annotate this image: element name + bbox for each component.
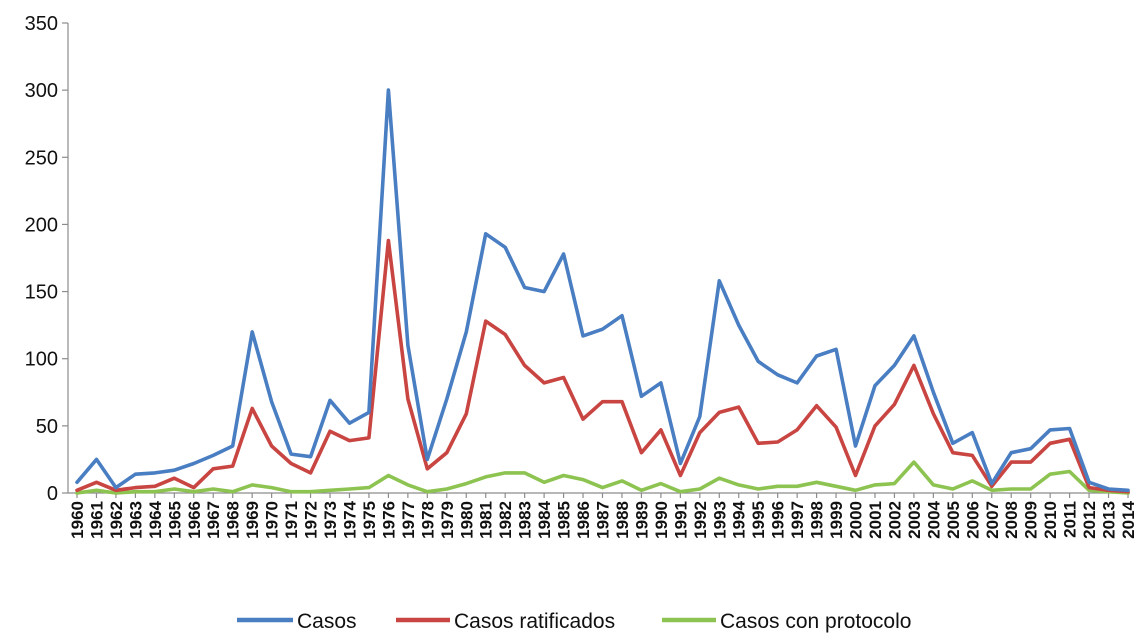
x-tick-label: 1993 bbox=[710, 501, 729, 539]
x-tick-label: 2013 bbox=[1100, 501, 1119, 539]
y-tick-label: 50 bbox=[36, 416, 58, 438]
legend-label: Casos bbox=[297, 610, 357, 633]
legend-label: Casos ratificados bbox=[454, 610, 615, 633]
x-tick-label: 1996 bbox=[769, 501, 788, 539]
x-tick-label: 1974 bbox=[340, 500, 359, 538]
x-tick-label: 2010 bbox=[1041, 501, 1060, 539]
x-tick-label: 1978 bbox=[418, 501, 437, 539]
legend-item-casos-con-protocolo: Casos con protocolo bbox=[662, 610, 911, 633]
y-tick-label: 250 bbox=[25, 147, 58, 169]
x-tick-label: 1981 bbox=[477, 501, 496, 539]
x-tick-label: 1967 bbox=[204, 501, 223, 539]
series-line-casos bbox=[75, 88, 1130, 493]
y-tick-label: 300 bbox=[25, 80, 58, 102]
x-tick-label: 1972 bbox=[302, 501, 321, 539]
x-tick-label: 1976 bbox=[379, 501, 398, 539]
y-axis: 0 50 100 150 200 250 300 350 bbox=[25, 13, 69, 505]
series-line-casos-ratificados bbox=[75, 238, 1130, 494]
x-tick-label: 1982 bbox=[496, 501, 515, 539]
x-tick-label: 1983 bbox=[516, 501, 535, 539]
legend: Casos Casos ratificados Casos con protocol… bbox=[237, 610, 911, 633]
x-tick-label: 1964 bbox=[146, 500, 165, 538]
x-tick-label: 1962 bbox=[107, 501, 126, 539]
x-tick-label: 1979 bbox=[438, 501, 457, 539]
x-tick-label: 1994 bbox=[730, 500, 749, 538]
series-line-casos-con-protocolo bbox=[75, 460, 1130, 495]
x-tick-label: 1973 bbox=[321, 501, 340, 539]
x-tick-label: 1971 bbox=[282, 501, 301, 539]
x-tick-label: 1968 bbox=[224, 501, 243, 539]
x-tick-label: 2003 bbox=[905, 501, 924, 539]
x-tick-label: 2007 bbox=[983, 501, 1002, 539]
x-tick-label: 1975 bbox=[360, 501, 379, 539]
x-tick-label: 2004 bbox=[924, 500, 943, 538]
x-tick-label: 1986 bbox=[574, 501, 593, 539]
y-tick-label: 350 bbox=[25, 13, 58, 35]
x-tick-label: 2000 bbox=[847, 501, 866, 539]
x-tick-label: 2012 bbox=[1080, 501, 1099, 539]
y-tick-label: 100 bbox=[25, 349, 58, 371]
x-tick-label: 1998 bbox=[808, 501, 827, 539]
x-tick-label: 1969 bbox=[243, 501, 262, 539]
x-tick-label: 2001 bbox=[866, 501, 885, 539]
x-tick-label: 1995 bbox=[749, 501, 768, 539]
x-tick-label: 1963 bbox=[126, 501, 145, 539]
series-layer bbox=[75, 88, 1130, 495]
x-tick-label: 2005 bbox=[944, 501, 963, 539]
x-tick-label: 1960 bbox=[68, 501, 87, 539]
x-tick-label: 1997 bbox=[788, 501, 807, 539]
legend-item-casos-ratificados: Casos ratificados bbox=[396, 610, 615, 633]
x-tick-label: 1992 bbox=[691, 501, 710, 539]
x-tick-label: 2009 bbox=[1022, 501, 1041, 539]
x-tick-label: 1999 bbox=[827, 501, 846, 539]
x-axis: 1960 1961 1962 1963 1964 1965 1966 1967 1968 1969… bbox=[68, 492, 1135, 539]
y-tick-label: 150 bbox=[25, 282, 58, 304]
x-tick-label: 1965 bbox=[165, 501, 184, 539]
x-tick-label: 2002 bbox=[885, 501, 904, 539]
x-tick-label: 2011 bbox=[1061, 501, 1080, 538]
x-tick-label: 1991 bbox=[671, 501, 690, 539]
legend-item-casos: Casos bbox=[237, 610, 357, 633]
x-tick-label: 2006 bbox=[963, 501, 982, 539]
x-tick-label: 1984 bbox=[535, 500, 554, 538]
x-tick-label: 1980 bbox=[457, 501, 476, 539]
x-tick-label: 1970 bbox=[263, 501, 282, 539]
x-tick-label: 1985 bbox=[555, 501, 574, 539]
x-tick-label: 1987 bbox=[594, 501, 613, 539]
x-tick-label: 1990 bbox=[652, 501, 671, 539]
y-tick-label: 0 bbox=[47, 483, 58, 505]
x-tick-label: 2008 bbox=[1002, 501, 1021, 539]
x-tick-label: 1988 bbox=[613, 501, 632, 539]
x-tick-label: 2014 bbox=[1119, 500, 1135, 538]
x-tick-label: 1966 bbox=[185, 501, 204, 539]
y-tick-label: 200 bbox=[25, 214, 58, 236]
x-tick-label: 1989 bbox=[632, 501, 651, 539]
x-tick-label: 1961 bbox=[87, 501, 106, 539]
x-tick-label: 1977 bbox=[399, 501, 418, 539]
legend-label: Casos con protocolo bbox=[720, 610, 911, 633]
